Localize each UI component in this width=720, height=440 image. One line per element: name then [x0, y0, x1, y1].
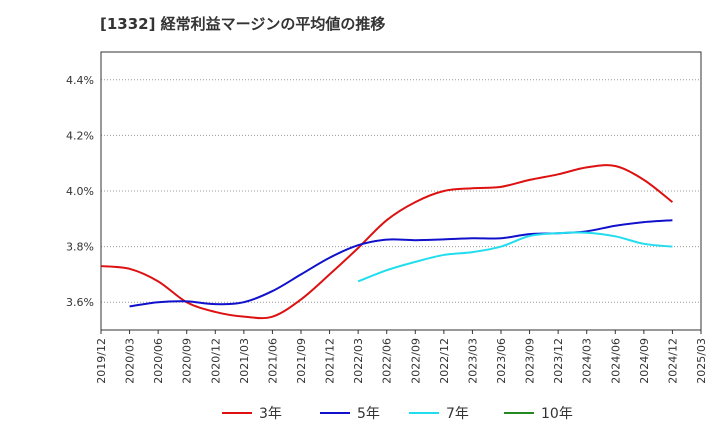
- y-tick-label: 3.8%: [66, 241, 94, 254]
- legend-label-2: 5年: [357, 406, 380, 422]
- x-tick-label: 2022/09: [409, 338, 422, 384]
- plot-frame: [100, 51, 702, 331]
- series-line-2: [129, 219, 673, 308]
- x-tick-label: 2023/03: [466, 338, 479, 384]
- x-tick-label: 2022/03: [352, 338, 365, 384]
- series-line-3: [357, 231, 673, 283]
- x-tick-label: 2021/03: [238, 338, 251, 384]
- x-tick-label: 2019/12: [95, 338, 108, 384]
- x-tick-label: 2021/06: [266, 338, 279, 384]
- x-tick-label: 2024/03: [581, 338, 594, 384]
- y-tick-label: 3.6%: [66, 296, 94, 309]
- x-tick-label: 2022/06: [381, 338, 394, 384]
- x-tick-label: 2021/09: [295, 338, 308, 384]
- legend-label-1: 3年: [259, 406, 282, 422]
- x-tick-label: 2024/12: [666, 338, 679, 384]
- x-tick-label: 2024/06: [609, 338, 622, 384]
- legend-label-3: 7年: [446, 406, 469, 422]
- chart-title: [1332] 経常利益マージンの平均値の推移: [100, 15, 386, 33]
- x-tick-label: 2023/09: [524, 338, 537, 384]
- x-tick-label: 2021/12: [324, 338, 337, 384]
- x-tick-label: 2023/12: [552, 338, 565, 384]
- x-tick-label: 2023/06: [495, 338, 508, 384]
- x-tick-label: 2020/03: [124, 338, 137, 384]
- x-tick-label: 2025/03: [695, 338, 708, 384]
- x-tick-label: 2020/09: [181, 338, 194, 384]
- x-tick-label: 2024/09: [638, 338, 651, 384]
- x-tick-label: 2020/06: [152, 338, 165, 384]
- series-line-1: [100, 164, 674, 320]
- y-tick-label: 4.2%: [66, 129, 94, 142]
- x-tick-label: 2020/12: [209, 338, 222, 384]
- legend-label-4: 10年: [541, 406, 573, 422]
- x-tick-label: 2022/12: [438, 338, 451, 384]
- y-tick-label: 4.4%: [66, 74, 94, 87]
- y-tick-label: 4.0%: [66, 185, 94, 198]
